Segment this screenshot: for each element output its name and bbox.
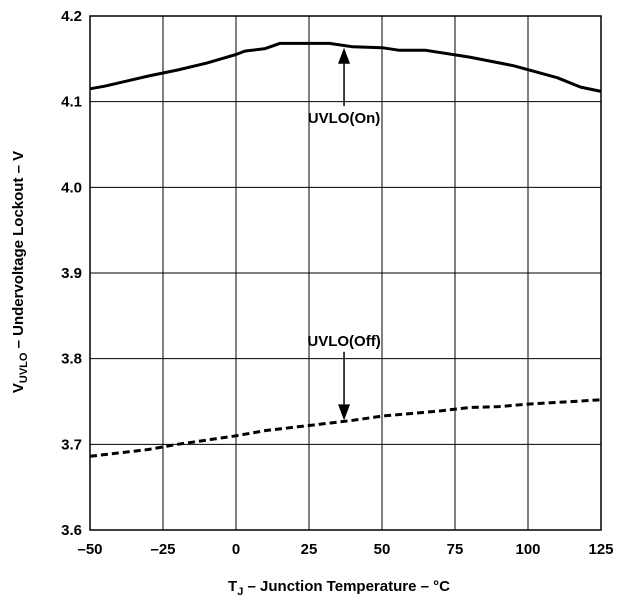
annotation-label: UVLO(On) (308, 110, 381, 127)
x-tick-label: 75 (447, 541, 464, 558)
series-line-uvlo-on (89, 41, 602, 93)
y-tick-label: 4.0 (61, 179, 82, 196)
y-tick-label: 3.9 (61, 265, 82, 282)
annotation-arrow-head (338, 47, 351, 64)
x-tick-label: –25 (150, 541, 175, 558)
x-tick-labels: –50 –25 0 25 50 75 100 125 (77, 541, 613, 558)
y-axis-label-main: V (10, 383, 27, 393)
y-axis-label: VUVLO – Undervoltage Lockout – V (10, 151, 30, 393)
y-tick-label: 3.8 (61, 351, 82, 368)
y-tick-label: 4.2 (61, 8, 82, 25)
plot-frame (89, 15, 602, 531)
x-axis-label: TJ – Junction Temperature – °C (228, 578, 450, 598)
x-axis-label-main: T (228, 578, 237, 595)
x-tick-label: 25 (301, 541, 318, 558)
y-tick-label: 4.1 (61, 94, 82, 111)
y-tick-labels: 3.6 3.7 3.8 3.9 4.0 4.1 4.2 (61, 8, 82, 539)
x-tick-label: 100 (515, 541, 540, 558)
series-line-uvlo-off (89, 398, 602, 458)
series-layer (89, 41, 602, 458)
y-tick-label: 3.6 (61, 522, 82, 539)
x-axis-label-rest: – Junction Temperature – °C (243, 578, 450, 595)
y-axis-label-sub: UVLO (18, 352, 30, 383)
x-tick-label: 0 (232, 541, 240, 558)
y-tick-label: 3.7 (61, 436, 82, 453)
annotation-layer: UVLO(On) UVLO(Off) (307, 47, 381, 421)
annotation-label: UVLO(Off) (307, 333, 380, 350)
y-axis-label-rest: – Undervoltage Lockout – V (10, 151, 27, 353)
x-tick-label: 125 (588, 541, 613, 558)
x-axis-label-sub: J (237, 586, 243, 598)
x-tick-label: –50 (77, 541, 102, 558)
x-tick-label: 50 (374, 541, 391, 558)
annotation-arrow-head (338, 404, 351, 421)
